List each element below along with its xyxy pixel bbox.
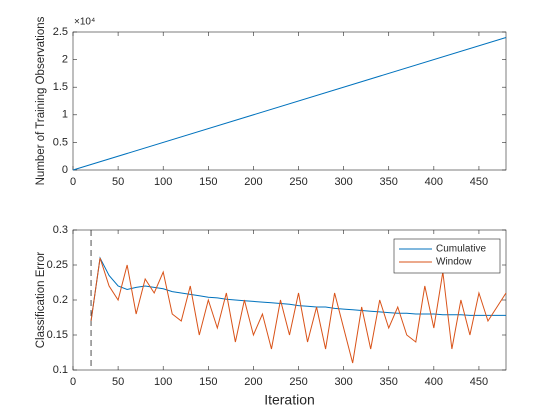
y-tick-label: 0.15 bbox=[47, 329, 68, 341]
x-axis-label: Iteration bbox=[264, 392, 315, 408]
y-tick-label: 1 bbox=[62, 109, 68, 121]
y-tick-label: 0.1 bbox=[53, 364, 68, 376]
y-axis-label: Classification Error bbox=[35, 252, 47, 349]
x-tick-label: 300 bbox=[334, 376, 352, 388]
x-tick-label: 0 bbox=[70, 376, 76, 388]
x-tick-label: 150 bbox=[199, 176, 217, 188]
x-tick-label: 0 bbox=[70, 176, 76, 188]
x-tick-label: 50 bbox=[112, 176, 124, 188]
x-tick-label: 400 bbox=[425, 176, 443, 188]
y-tick-label: 0.5 bbox=[53, 136, 68, 148]
y-tick-label: 2.5 bbox=[53, 26, 68, 38]
y-exponent: ×10⁴ bbox=[74, 17, 95, 28]
y-tick-label: 0.2 bbox=[53, 294, 68, 306]
y-axis-label: Number of Training Observations bbox=[35, 16, 47, 185]
x-tick-label: 350 bbox=[380, 176, 398, 188]
x-tick-label: 400 bbox=[425, 376, 443, 388]
y-tick-label: 0.3 bbox=[53, 224, 68, 236]
x-tick-label: 250 bbox=[289, 376, 307, 388]
legend-label: Window bbox=[436, 257, 472, 268]
legend-label: Cumulative bbox=[436, 244, 486, 255]
x-tick-label: 300 bbox=[334, 176, 352, 188]
y-tick-label: 0 bbox=[62, 164, 68, 176]
x-tick-label: 150 bbox=[199, 376, 217, 388]
data-line bbox=[90, 257, 507, 364]
x-tick-label: 250 bbox=[289, 176, 307, 188]
x-tick-label: 200 bbox=[244, 376, 262, 388]
x-tick-label: 100 bbox=[154, 376, 172, 388]
x-tick-label: 50 bbox=[112, 376, 124, 388]
x-tick-label: 450 bbox=[470, 176, 488, 188]
y-tick-label: 2 bbox=[62, 54, 68, 66]
x-tick-label: 350 bbox=[380, 376, 398, 388]
legend: Cumulative Window bbox=[393, 238, 501, 274]
y-tick-label: 1.5 bbox=[53, 81, 68, 93]
x-tick-label: 200 bbox=[244, 176, 262, 188]
y-tick-label: 0.25 bbox=[47, 259, 68, 271]
data-line bbox=[90, 256, 506, 322]
axes-background bbox=[72, 31, 507, 171]
x-tick-label: 100 bbox=[154, 176, 172, 188]
x-tick-label: 450 bbox=[470, 376, 488, 388]
data-line bbox=[72, 37, 507, 171]
legend-box bbox=[393, 238, 501, 274]
